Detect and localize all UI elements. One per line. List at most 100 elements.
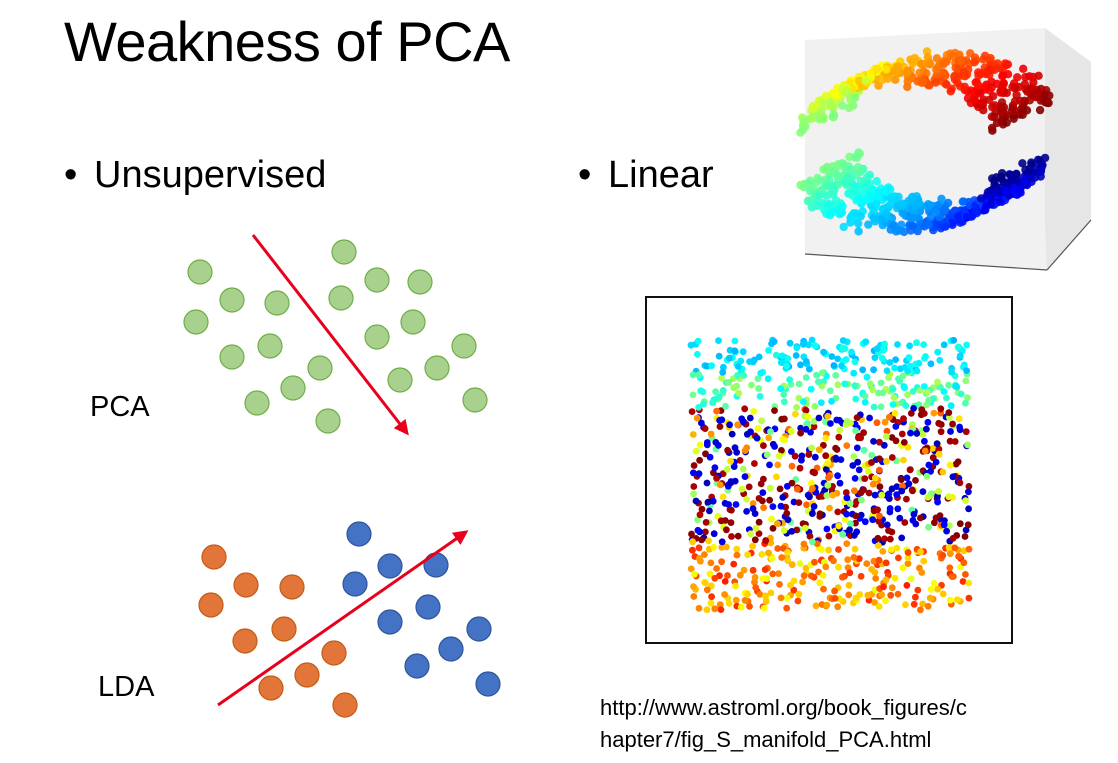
projection-point xyxy=(701,551,708,558)
projection-point xyxy=(963,367,970,374)
projection-point xyxy=(762,598,770,605)
projection-point xyxy=(722,402,729,410)
projection-point xyxy=(868,459,875,466)
projection-point xyxy=(870,366,877,374)
projection-point xyxy=(886,413,893,421)
projection-point xyxy=(752,584,760,591)
source-url[interactable]: http://www.astroml.org/book_figures/c ha… xyxy=(600,692,1118,756)
projection-point xyxy=(948,368,955,376)
projection-point xyxy=(710,543,717,551)
projection-point xyxy=(934,585,941,593)
projection-point xyxy=(795,499,803,506)
projection-point xyxy=(688,408,696,415)
s-curve-point xyxy=(808,114,817,123)
projection-point xyxy=(711,574,719,582)
projection-point xyxy=(734,363,742,370)
projection-point xyxy=(876,466,883,474)
projection-point xyxy=(964,394,971,402)
projection-point xyxy=(835,522,843,530)
s-curve-point xyxy=(882,65,891,74)
projection-point xyxy=(809,510,816,517)
projection-point xyxy=(950,336,958,344)
projection-point xyxy=(870,557,878,565)
projection-point xyxy=(965,594,973,602)
projection-point xyxy=(962,497,969,504)
projection-point xyxy=(707,599,715,607)
projection-point xyxy=(816,510,824,518)
projection-point xyxy=(716,416,723,424)
s-curve-point xyxy=(902,68,912,78)
source-url-line-2[interactable]: hapter7/fig_S_manifold_PCA.html xyxy=(600,727,932,752)
projection-point xyxy=(954,344,962,351)
projection-point xyxy=(791,452,799,460)
projection-point xyxy=(874,506,881,514)
s-curve-point xyxy=(829,187,838,196)
projection-point xyxy=(756,393,764,400)
s-curve-point xyxy=(976,89,985,98)
s-curve-point xyxy=(854,227,863,236)
projection-point xyxy=(954,458,962,466)
projection-point xyxy=(843,540,851,547)
projection-point xyxy=(878,491,886,499)
projection-point xyxy=(825,532,833,540)
projection-point xyxy=(965,505,972,513)
projection-point xyxy=(914,586,922,594)
projection-point xyxy=(871,569,879,576)
projection-point xyxy=(824,412,832,420)
projection-point xyxy=(795,380,803,388)
s-curve-point xyxy=(943,198,953,208)
projection-point xyxy=(836,426,844,434)
projection-point xyxy=(809,485,816,492)
projection-point xyxy=(881,340,888,348)
bullet-unsupervised: • Unsupervised xyxy=(64,152,326,198)
projection-point xyxy=(901,519,909,526)
s-curve-point xyxy=(939,68,948,77)
pca-point xyxy=(364,324,390,350)
projection-point xyxy=(871,354,879,361)
pca-point xyxy=(183,309,209,335)
projection-point xyxy=(690,483,698,490)
projection-point xyxy=(881,418,889,426)
projection-point xyxy=(913,367,921,375)
projection-point xyxy=(915,359,923,367)
projection-point xyxy=(736,571,744,579)
projection-point xyxy=(945,409,953,416)
projection-point xyxy=(864,468,872,475)
s-curve-point xyxy=(1002,60,1011,70)
source-url-line-1[interactable]: http://www.astroml.org/book_figures/c xyxy=(600,695,967,720)
projection-point xyxy=(696,441,704,449)
projection-point xyxy=(778,447,785,454)
s-curve-point xyxy=(893,68,902,77)
s-curve-point xyxy=(833,162,842,171)
projection-point xyxy=(749,500,757,507)
projection-point xyxy=(828,397,835,405)
s-curve-point xyxy=(854,163,863,172)
projection-point xyxy=(831,587,838,595)
projection-point xyxy=(690,570,698,578)
projection-point xyxy=(963,341,970,349)
lda-class-b-point xyxy=(466,616,492,642)
projection-point xyxy=(819,572,827,579)
projection-point xyxy=(810,417,818,425)
projection-point xyxy=(819,369,826,377)
projection-point xyxy=(771,443,778,450)
bullet-marker: • xyxy=(578,154,592,196)
projection-point xyxy=(725,600,733,607)
projection-point xyxy=(949,534,957,542)
projection-point xyxy=(812,602,820,610)
projection-point xyxy=(860,446,868,454)
s-curve-point xyxy=(988,102,997,112)
projection-point xyxy=(769,525,777,532)
projection-point xyxy=(689,371,697,379)
projection-point xyxy=(883,492,891,499)
projection-point xyxy=(863,373,871,381)
projection-point xyxy=(898,534,906,542)
projection-point xyxy=(806,493,813,501)
projection-point xyxy=(888,546,895,553)
projection-point xyxy=(759,497,766,505)
projection-point xyxy=(852,594,860,602)
projection-point xyxy=(769,503,777,510)
projection-point xyxy=(956,479,964,487)
s-curve-point xyxy=(887,192,897,202)
s-curve-point xyxy=(866,69,875,78)
